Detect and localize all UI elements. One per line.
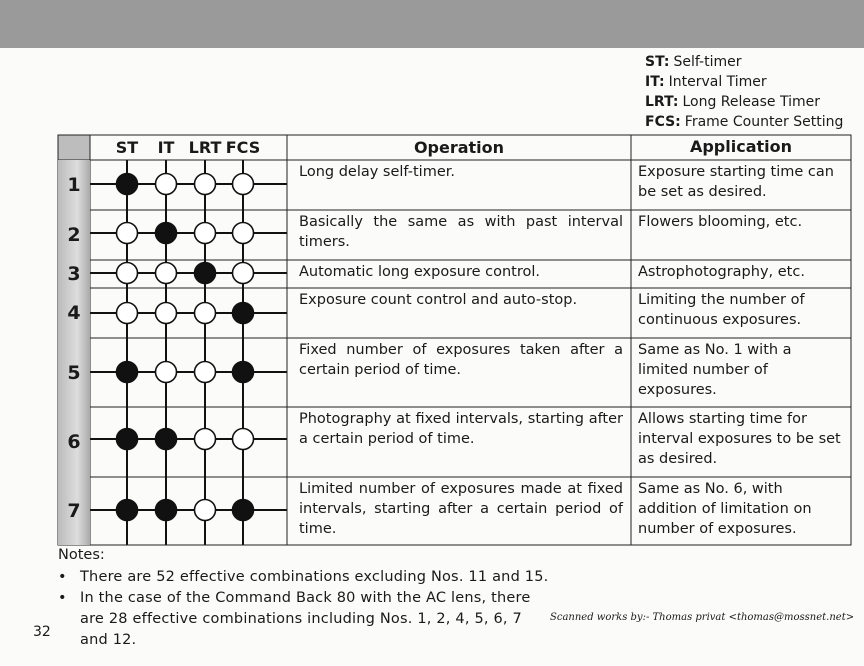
mode-off <box>115 301 139 325</box>
row-number: 4 <box>58 288 90 338</box>
legend-abbr: ST: <box>645 54 670 70</box>
mode-on <box>115 498 139 522</box>
mode-off <box>193 427 217 451</box>
legend-abbr: IT: <box>645 74 665 90</box>
mode-on <box>115 360 139 384</box>
top-band <box>0 0 864 48</box>
mode-off <box>154 301 178 325</box>
header-number-bg <box>58 135 90 160</box>
page-number: 32 <box>33 624 51 640</box>
operation: Exposure count control and auto-stop. <box>299 292 578 308</box>
legend-item: LRT: Long Release Timer <box>645 92 820 112</box>
mode-on <box>231 360 255 384</box>
application: Same as No. 6, with addition of limitati… <box>638 481 812 537</box>
row-number: 5 <box>58 338 90 407</box>
mode-on <box>231 498 255 522</box>
mode-off <box>231 221 255 245</box>
mode-off <box>231 261 255 285</box>
operation: Fixed number of exposures taken after a … <box>299 342 623 378</box>
legend-abbr: LRT: <box>645 94 679 110</box>
mode-on <box>193 261 217 285</box>
legend-text: Frame Counter Setting <box>684 114 844 130</box>
row-number: 3 <box>58 260 90 288</box>
operation: Automatic long exposure control. <box>299 264 540 280</box>
row-number: 7 <box>58 477 90 545</box>
application-header: Application <box>689 137 793 156</box>
mode-off <box>193 360 217 384</box>
row-number: 2 <box>58 210 90 260</box>
mode-off <box>154 261 178 285</box>
operation: Basically the same as with past interval… <box>299 214 623 250</box>
mode-off <box>193 498 217 522</box>
mode-header: ST <box>115 138 139 157</box>
credit: Scanned works by:- Thomas privat <thomas… <box>550 612 855 623</box>
row-number: 6 <box>58 407 90 477</box>
operation: Long delay self-timer. <box>299 164 455 180</box>
legend-text: Long Release Timer <box>682 94 820 110</box>
row-number: 1 <box>58 160 90 210</box>
mode-on <box>115 172 139 196</box>
application: Astrophotography, etc. <box>638 264 805 280</box>
application: Flowers blooming, etc. <box>638 214 803 230</box>
mode-off <box>193 301 217 325</box>
notes-title: Notes: <box>58 547 105 563</box>
mode-on <box>154 221 178 245</box>
application: Limiting the number of continuous exposu… <box>638 292 805 328</box>
mode-off <box>154 360 178 384</box>
note-bullet: • <box>58 590 67 606</box>
mode-on <box>154 498 178 522</box>
operation: Limited number of exposures made at fixe… <box>299 481 623 537</box>
mode-off <box>115 261 139 285</box>
application: Allows starting time for interval exposu… <box>638 411 841 467</box>
operation: Photography at fixed intervals, starting… <box>299 411 623 447</box>
legend-item: FCS: Frame Counter Setting <box>645 112 843 132</box>
mode-header: LRT <box>188 138 222 157</box>
note-bullet: • <box>58 569 67 585</box>
legend-item: ST: Self-timer <box>645 52 741 72</box>
mode-header: IT <box>157 138 175 157</box>
legend-text: Interval Timer <box>668 74 767 90</box>
mode-off <box>193 172 217 196</box>
legend-item: IT: Interval Timer <box>645 72 767 92</box>
application: Exposure starting time can be set as des… <box>638 164 834 200</box>
mode-off <box>231 172 255 196</box>
mode-on <box>231 301 255 325</box>
note: There are 52 effective combinations excl… <box>80 569 549 585</box>
mode-off <box>115 221 139 245</box>
note: In the case of the Command Back 80 with … <box>80 590 531 648</box>
mode-on <box>154 427 178 451</box>
mode-header: FCS <box>225 138 261 157</box>
legend-text: Self-timer <box>673 54 742 70</box>
mode-off <box>231 427 255 451</box>
legend-abbr: FCS: <box>645 114 681 130</box>
mode-off <box>193 221 217 245</box>
mode-off <box>154 172 178 196</box>
application: Same as No. 1 with a limited number of e… <box>638 342 792 398</box>
mode-on <box>115 427 139 451</box>
operation-header: Operation <box>413 138 505 157</box>
